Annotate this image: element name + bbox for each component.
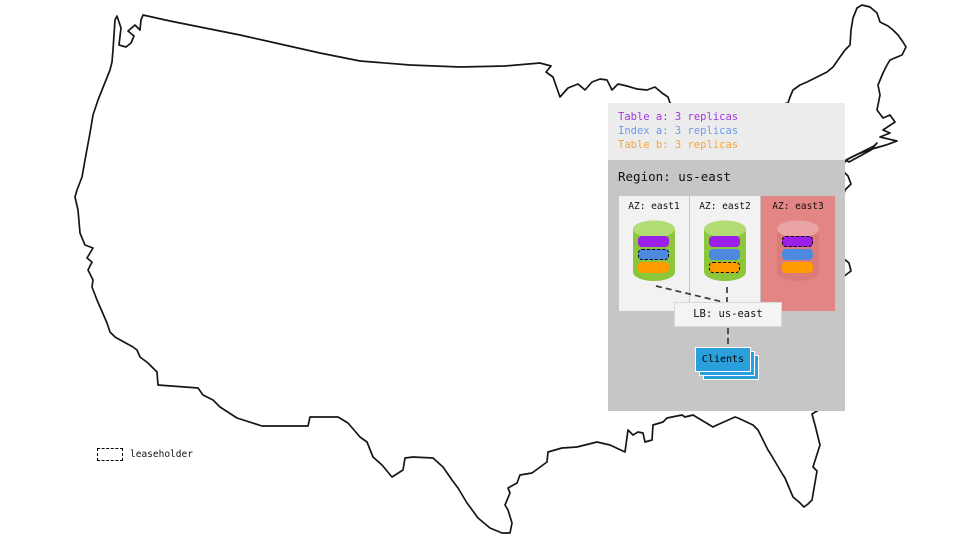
db-node-cylinder-east3 [776, 220, 820, 282]
region-title: Region: us-east [618, 169, 731, 184]
az-east1-label: AZ: east1 [628, 201, 680, 212]
leaseholder-label: leaseholder [130, 449, 193, 460]
clients-box: Clients [695, 347, 759, 380]
az-east1: AZ: east1 [619, 196, 689, 311]
replica-stack [709, 236, 741, 275]
legend-entry-table-a: Table a: 3 replicas [618, 111, 739, 123]
replica-table-b [638, 262, 669, 273]
replica-index-a [638, 249, 669, 260]
az-east2: AZ: east2 [690, 196, 760, 311]
az-east3-label: AZ: east3 [772, 201, 824, 212]
replica-table-b [709, 262, 740, 273]
long-island-outline [845, 142, 878, 163]
db-node-cylinder-east1 [632, 220, 676, 282]
us-mainland-outline [74, 4, 907, 534]
legend-entry-table-b: Table b: 3 replicas [618, 139, 739, 151]
az-east3: AZ: east3 [761, 196, 835, 311]
region-us-east: Region: us-east AZ: east1 [608, 160, 845, 411]
replica-stack [782, 236, 814, 275]
replica-table-b [782, 262, 813, 273]
clients-label: Clients [695, 347, 751, 372]
leaseholder-swatch-icon [97, 448, 123, 461]
replica-stack [638, 236, 670, 275]
replica-table-a [782, 236, 813, 247]
replica-legend: Table a: 3 replicas Index a: 3 replicas … [608, 103, 845, 160]
load-balancer: LB: us-east [674, 302, 782, 327]
replica-index-a [709, 249, 740, 260]
db-node-cylinder-east2 [703, 220, 747, 282]
leaseholder-legend: leaseholder [97, 448, 193, 461]
replica-index-a [782, 249, 813, 260]
az-row: AZ: east1 AZ: east2 [619, 196, 835, 311]
legend-entry-index-a: Index a: 3 replicas [618, 125, 739, 137]
replica-table-a [709, 236, 740, 247]
topology-panel: Table a: 3 replicas Index a: 3 replicas … [608, 103, 845, 411]
az-east2-label: AZ: east2 [699, 201, 751, 212]
replica-table-a [638, 236, 669, 247]
